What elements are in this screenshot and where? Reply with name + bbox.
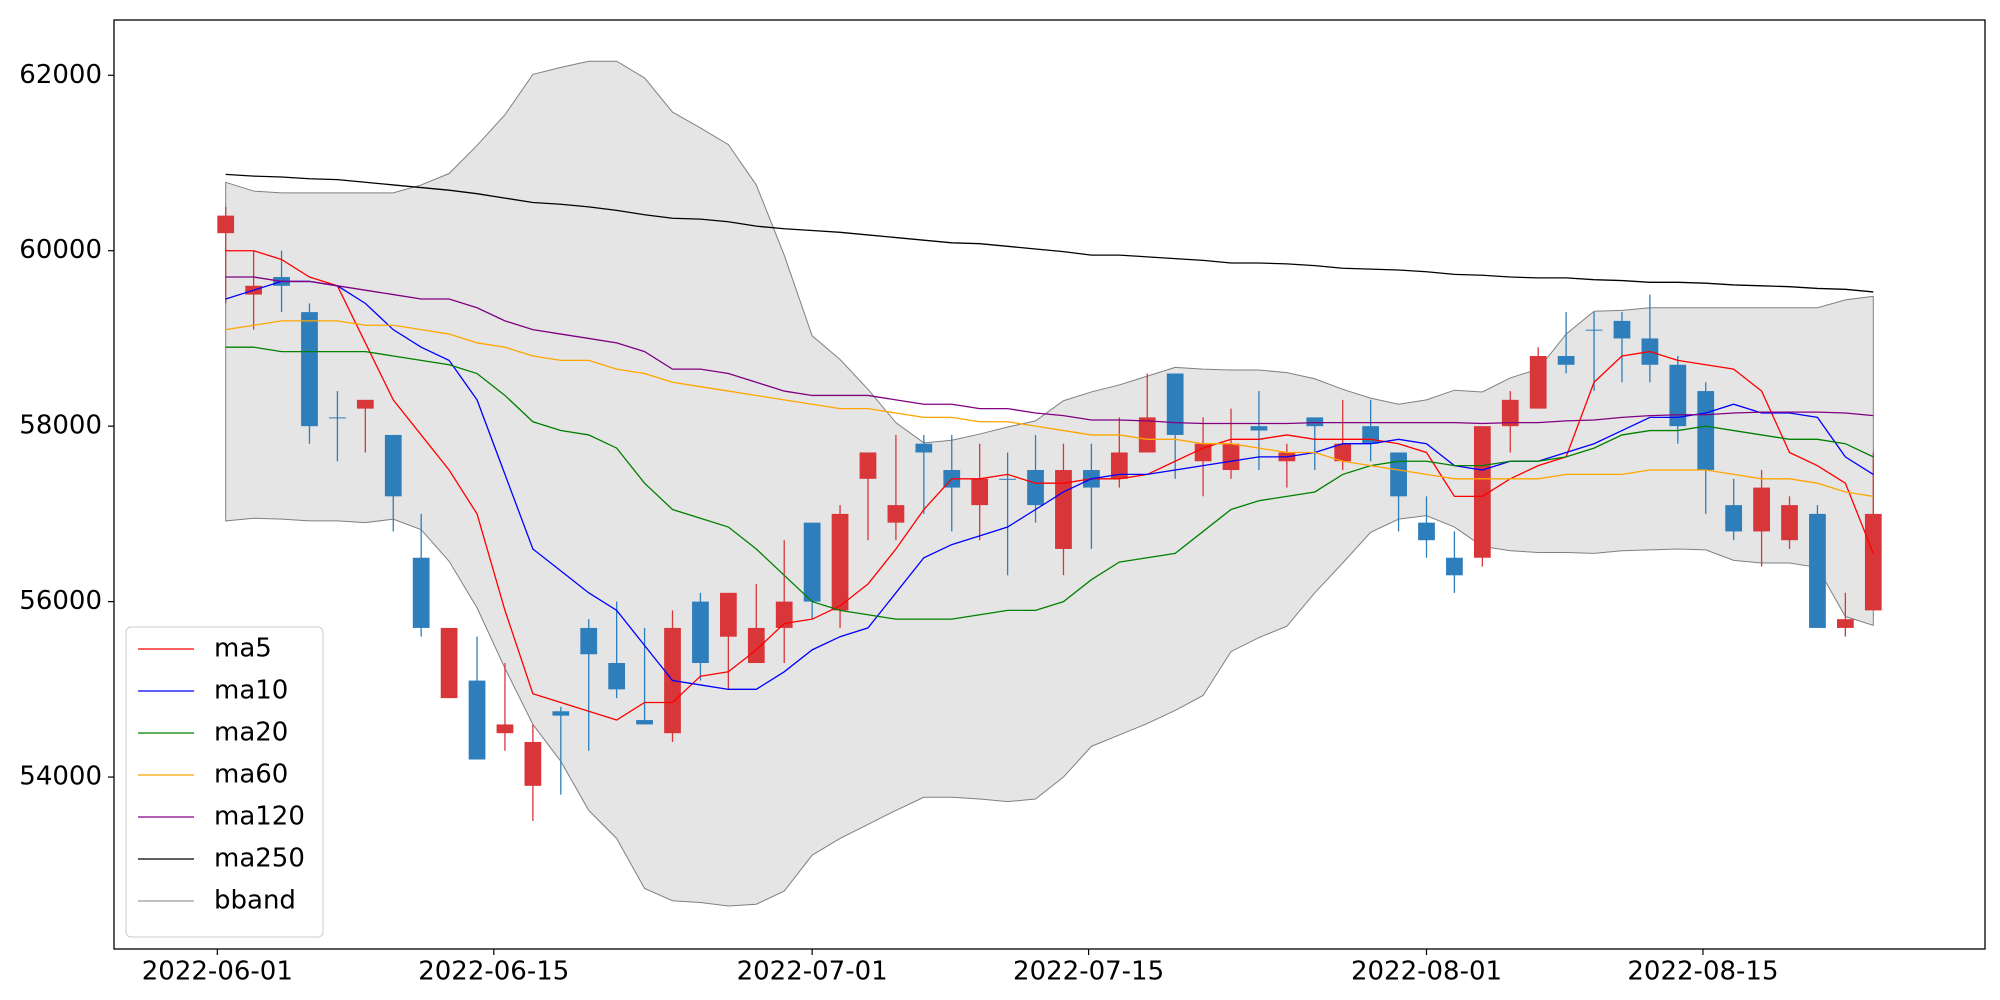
- y-tick-label: 56000: [19, 586, 102, 616]
- legend-label: ma5: [214, 634, 272, 664]
- candle-body: [971, 478, 989, 506]
- x-tick-label: 2022-08-01: [1351, 957, 1502, 987]
- candle-body: [1390, 452, 1407, 497]
- ma-line: [225, 173, 1874, 293]
- legend-label: bband: [214, 886, 296, 916]
- x-tick-label: 2022-07-15: [1013, 957, 1164, 987]
- candle-body: [1222, 443, 1240, 471]
- candle-body: [1306, 417, 1324, 427]
- candle-body: [831, 513, 849, 611]
- candle-body: [1585, 329, 1603, 331]
- candle-body: [1027, 470, 1044, 506]
- candle-body: [999, 478, 1016, 480]
- candle-body: [719, 592, 737, 637]
- candle-body: [468, 680, 486, 760]
- candle-body: [1557, 355, 1575, 365]
- candle-body: [1725, 505, 1743, 532]
- axes-frame: [113, 19, 1986, 950]
- candle-body: [859, 452, 877, 479]
- x-tick-label: 2022-06-15: [418, 957, 569, 987]
- candle-body: [1753, 487, 1770, 532]
- y-tick-label: 62000: [19, 60, 102, 90]
- candle-body: [1613, 320, 1631, 339]
- candle-body: [1418, 522, 1435, 541]
- ma-line: [225, 320, 1874, 497]
- candle-body: [1334, 443, 1352, 462]
- candle-body: [1501, 399, 1519, 427]
- candle-body: [1836, 619, 1854, 628]
- candle-body: [636, 720, 653, 725]
- legend-label: ma20: [214, 718, 288, 748]
- candle-body: [1529, 355, 1547, 409]
- candle-body: [580, 627, 598, 655]
- candle-body: [1809, 513, 1826, 628]
- y-tick-label: 60000: [19, 235, 102, 265]
- candle-body: [524, 741, 542, 786]
- candle-body: [1110, 452, 1128, 479]
- candle-body: [217, 215, 235, 234]
- candle-body: [1446, 557, 1463, 576]
- x-tick-label: 2022-07-01: [737, 957, 888, 987]
- candle-body: [1362, 426, 1380, 444]
- candle-body: [692, 601, 709, 664]
- y-tick-label: 54000: [19, 762, 102, 792]
- candle-body: [1194, 443, 1212, 462]
- candle-body: [915, 443, 933, 453]
- legend: ma5 ma10 ma20 ma60 ma120 ma250 bband: [125, 626, 324, 938]
- candle-body: [1250, 426, 1268, 431]
- x-tick-label: 2022-06-01: [142, 957, 293, 987]
- candle-body: [747, 627, 765, 664]
- candle-body: [775, 601, 793, 628]
- candle-body: [608, 663, 626, 690]
- y-tick-label: 58000: [19, 411, 102, 441]
- candle-body: [803, 522, 821, 602]
- candle-body: [356, 399, 374, 409]
- legend-label: ma60: [214, 760, 288, 790]
- candle-body: [384, 434, 402, 497]
- candle-body: [1697, 391, 1715, 471]
- candle-body: [301, 312, 318, 427]
- candle-body: [887, 505, 905, 523]
- ma-line: [225, 280, 1874, 690]
- x-tick-label: 2022-08-15: [1627, 957, 1778, 987]
- candle-body: [1864, 513, 1882, 611]
- ma-line: [225, 276, 1874, 425]
- legend-label: ma10: [214, 676, 288, 706]
- legend-label: ma120: [214, 802, 305, 832]
- candle-body: [329, 417, 346, 419]
- candle-body: [1669, 364, 1687, 427]
- candle-body: [1781, 505, 1798, 541]
- candle-body: [440, 627, 458, 699]
- ma-line: [225, 250, 1874, 721]
- candle-body: [496, 724, 514, 734]
- candle-body: [412, 557, 430, 628]
- candle-body: [1138, 417, 1156, 453]
- candle-body: [552, 711, 570, 716]
- candle-body: [1166, 373, 1184, 435]
- candle-body: [1473, 426, 1491, 558]
- ma-line: [225, 346, 1874, 620]
- legend-label: ma250: [214, 844, 305, 874]
